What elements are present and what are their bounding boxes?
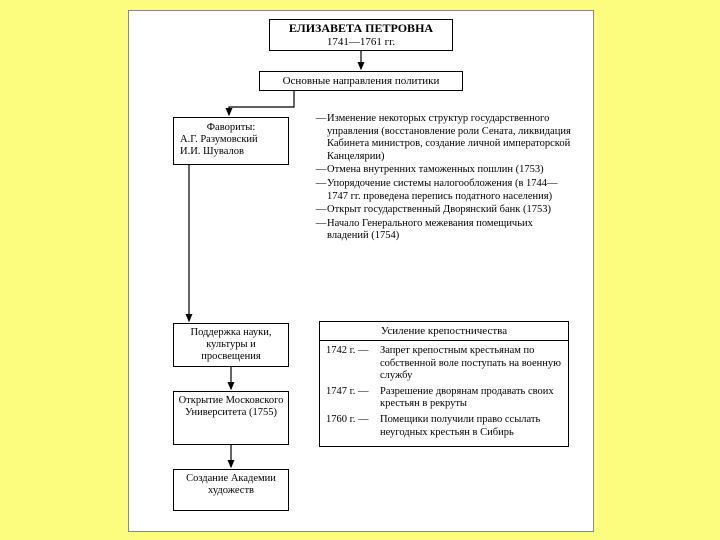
list-item: —Открыт государственный Дворянский банк … — [315, 204, 573, 217]
list-item: —Начало Генерального межевания помещичьи… — [315, 218, 573, 243]
chain-node-1: Поддержка науки, культуры и просвещения — [173, 323, 289, 367]
arrow — [229, 91, 294, 115]
list-item: —Изменение некоторых структур государств… — [315, 113, 573, 163]
header-box: ЕЛИЗАВЕТА ПЕТРОВНА 1741—1761 гг. — [269, 19, 453, 51]
directions-label: Основные направления политики — [283, 75, 440, 87]
chain-node-2: Открытие Московского Университета (1755) — [173, 391, 289, 445]
favorites-heading: Фавориты: — [180, 122, 282, 134]
list-item: —Упорядочение системы налогообложения (в… — [315, 178, 573, 203]
directions-box: Основные направления политики — [259, 71, 463, 91]
chain-node-3: Создание Академии художеств — [173, 469, 289, 511]
serfdom-title: Усиление крепостничества — [320, 322, 568, 341]
serfdom-table: Усиление крепостничества 1742 г. — Запре… — [319, 321, 569, 447]
favorites-line1: А.Г. Разумовский — [180, 134, 282, 146]
page: ЕЛИЗАВЕТА ПЕТРОВНА 1741—1761 гг. Основны… — [128, 10, 594, 532]
table-row: 1742 г. — Запрет крепостным крестьянам п… — [326, 345, 562, 383]
header-years: 1741—1761 гг. — [274, 36, 448, 49]
table-row: 1760 г. — Помещики получили право ссылат… — [326, 414, 562, 439]
header-title: ЕЛИЗАВЕТА ПЕТРОВНА — [274, 22, 448, 36]
favorites-box: Фавориты: А.Г. Разумовский И.И. Шувалов — [173, 117, 289, 165]
arrow-hidden — [325, 91, 429, 111]
table-row: 1747 г. — Разрешение дворянам продавать … — [326, 386, 562, 411]
favorites-line2: И.И. Шувалов — [180, 146, 282, 158]
serfdom-body: 1742 г. — Запрет крепостным крестьянам п… — [320, 341, 568, 446]
list-item: —Отмена внутренних таможенных пошлин (17… — [315, 164, 573, 177]
policy-list: —Изменение некоторых структур государств… — [315, 113, 573, 244]
